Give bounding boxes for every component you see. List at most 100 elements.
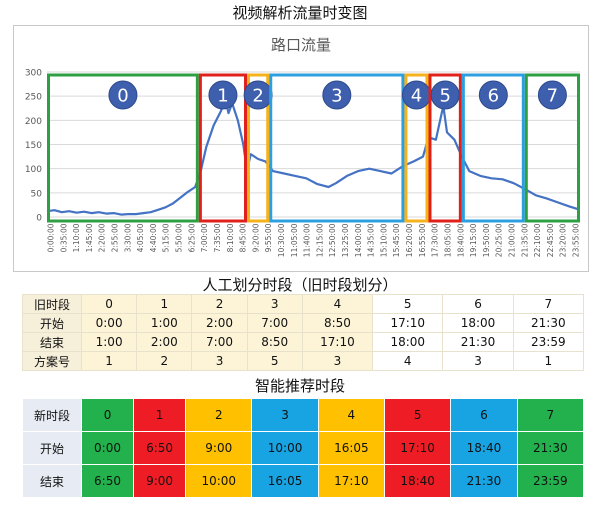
manual-cell: 1:00 [80, 332, 138, 352]
smart-cell: 18:40 [384, 464, 452, 498]
manual-cell: 4 [301, 294, 374, 314]
x-tick-label: 3:30:00 [123, 223, 132, 252]
x-tick-label: 9:55:00 [264, 223, 273, 252]
manual-row: 旧时段 0 1 2 3 4 5 6 7 [22, 294, 585, 314]
smart-cell: 16:05 [317, 431, 386, 465]
smart-cell: 10:00 [185, 464, 253, 498]
y-tick-label: 0 [36, 214, 42, 224]
segment-badge-label: 7 [547, 86, 558, 107]
x-tick-label: 23:20:00 [559, 223, 568, 257]
smart-cell: 17:10 [317, 464, 386, 498]
smart-row: 新时段 0 1 2 3 4 5 6 7 [22, 398, 585, 432]
x-tick-label: 5:15:00 [162, 223, 171, 252]
segment-box-1 [198, 73, 248, 223]
manual-cell: 3 [246, 294, 303, 314]
x-tick-label: 14:35:00 [367, 223, 376, 257]
segment-box-3 [269, 73, 405, 223]
manual-cell: 2:00 [136, 332, 193, 352]
manual-row-header: 结束 [22, 332, 82, 352]
segment-badge-label: 1 [217, 86, 228, 107]
manual-cell: 1 [80, 351, 138, 371]
manual-cell: 8:50 [301, 313, 374, 333]
x-tick-label: 20:25:00 [495, 223, 504, 257]
y-tick-label: 100 [25, 165, 42, 175]
segment-box-2 [247, 73, 270, 223]
x-tick-label: 0:35:00 [59, 223, 68, 252]
x-tick-label: 6:25:00 [187, 223, 196, 252]
segment-badge-label: 6 [488, 86, 499, 107]
manual-cell: 2:00 [191, 313, 248, 333]
manual-cell: 0 [80, 294, 138, 314]
x-tick-label: 9:20:00 [251, 223, 260, 252]
manual-cell: 1 [136, 294, 193, 314]
smart-cell: 18:40 [450, 431, 518, 465]
x-tick-label: 2:20:00 [98, 223, 107, 252]
segment-badge-5 [430, 80, 460, 110]
smart-cell: 9:00 [185, 431, 253, 465]
x-tick-label: 22:45:00 [546, 223, 555, 257]
x-tick-label: 4:05:00 [136, 223, 145, 252]
manual-cell: 7 [512, 294, 585, 314]
x-tick-label: 16:55:00 [418, 223, 427, 257]
manual-cell: 17:10 [301, 332, 374, 352]
segment-box-6 [461, 73, 525, 223]
x-tick-label: 15:10:00 [379, 223, 388, 257]
x-tick-label: 7:35:00 [213, 223, 222, 252]
manual-cell: 21:30 [512, 313, 585, 333]
manual-cell: 2 [191, 294, 248, 314]
x-tick-label: 11:40:00 [303, 223, 312, 257]
smart-cell: 10:00 [251, 431, 319, 465]
smart-cell: 9:00 [133, 464, 187, 498]
segment-badge-7 [537, 80, 567, 110]
smart-cell: 16:05 [251, 464, 319, 498]
smart-cell: 6 [450, 398, 518, 432]
smart-cell: 6:50 [133, 431, 187, 465]
manual-row: 开始 0:00 1:00 2:00 7:00 8:50 17:10 18:00 21:30 [22, 313, 585, 333]
x-tick-label: 11:05:00 [290, 223, 299, 257]
x-tick-label: 0:00:00 [47, 223, 56, 252]
segment-box-4 [404, 73, 429, 223]
smart-cell: 21:30 [516, 431, 585, 465]
x-tick-label: 16:20:00 [405, 223, 414, 257]
x-tick-label: 18:40:00 [456, 223, 465, 257]
smart-table-title: 智能推荐时段 [254, 377, 345, 395]
manual-cell: 8:50 [246, 332, 303, 352]
x-tick-label: 8:10:00 [226, 223, 235, 252]
manual-cell: 4 [372, 351, 444, 371]
x-tick-label: 22:10:00 [533, 223, 542, 257]
x-tick-label: 18:05:00 [443, 223, 452, 257]
smart-row-header: 开始 [22, 431, 82, 465]
segment-badge-6 [478, 80, 508, 110]
manual-cell: 3 [191, 351, 248, 371]
segment-badge-label: 2 [252, 86, 263, 107]
manual-row-header: 方案号 [22, 351, 82, 371]
x-tick-label: 5:50:00 [175, 223, 184, 252]
manual-cell: 5 [372, 294, 444, 314]
manual-cell: 18:00 [372, 332, 444, 352]
manual-row: 结束 1:00 2:00 7:00 8:50 17:10 18:00 21:30 23:59 [22, 332, 585, 352]
manual-row-header: 开始 [22, 313, 82, 333]
y-tick-label: 250 [25, 93, 42, 103]
smart-row: 结束 6:50 9:00 10:00 16:05 17:10 18:40 21:30 23:59 [22, 464, 585, 498]
smart-row: 开始 0:00 6:50 9:00 10:00 16:05 17:10 18:40 21:30 [22, 431, 585, 465]
smart-cell: 7 [516, 398, 585, 432]
smart-cell: 0:00 [80, 431, 135, 465]
segment-box-7 [524, 73, 580, 223]
manual-row-header: 旧时段 [22, 294, 82, 314]
segment-badge-label: 0 [117, 86, 128, 107]
segment-badge-label: 4 [411, 86, 422, 107]
x-tick-label: 12:15:00 [315, 223, 324, 257]
manual-cell: 23:59 [512, 332, 585, 352]
x-tick-label: 15:45:00 [392, 223, 401, 257]
segment-badge-label: 5 [439, 86, 450, 107]
manual-periods-table: 旧时段 0 1 2 3 4 5 6 7 开始 0:00 1:00 2:00 7:00 8:50 17:10 18… [22, 294, 585, 371]
traffic-series-line [46, 95, 579, 216]
x-tick-label: 13:25:00 [341, 223, 350, 257]
x-tick-label: 21:00:00 [507, 223, 516, 257]
x-tick-label: 23:55:00 [572, 223, 581, 257]
smart-cell: 4 [317, 398, 386, 432]
manual-cell: 3 [301, 351, 374, 371]
manual-cell: 21:30 [442, 332, 514, 352]
manual-cell: 1:00 [136, 313, 193, 333]
